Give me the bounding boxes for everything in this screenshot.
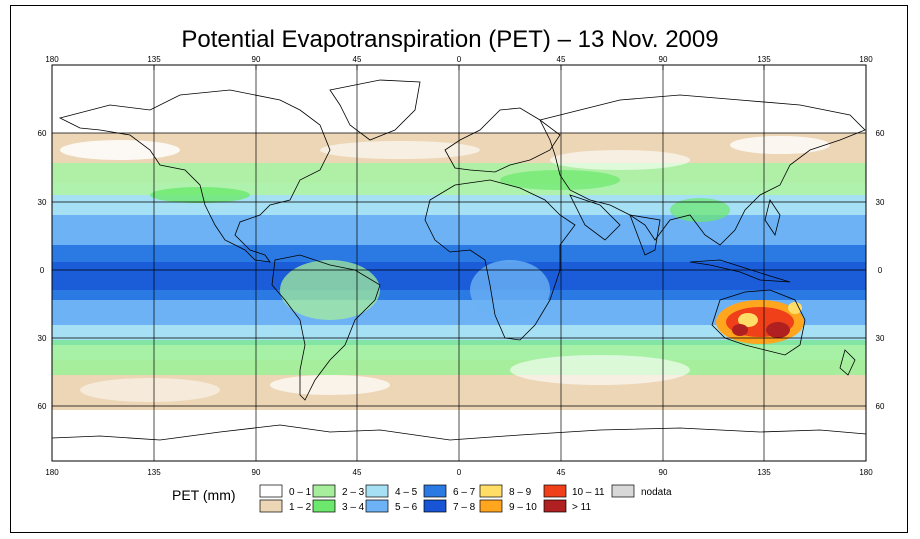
legend-label: 1 – 2 <box>289 502 312 513</box>
map-title: Potential Evapotranspiration (PET) – 13 … <box>181 26 719 53</box>
tick-marks <box>51 65 867 70</box>
right-tick-label: 30 <box>876 334 885 343</box>
legend-swatch <box>312 484 336 498</box>
legend-swatch <box>423 484 447 498</box>
bottom-tick-label: 90 <box>659 468 668 477</box>
top-tick-label: 45 <box>353 55 362 64</box>
top-tick-label: 0 <box>457 55 462 64</box>
legend-label: 7 – 8 <box>453 502 476 513</box>
legend-swatch <box>479 484 503 498</box>
legend-label: 0 – 1 <box>289 487 312 498</box>
top-tick-label: 135 <box>757 55 771 64</box>
legend-swatch <box>365 484 389 498</box>
legend-swatch <box>259 499 283 513</box>
legend-label: 2 – 3 <box>342 487 365 498</box>
bottom-tick-label: 90 <box>252 468 261 477</box>
bottom-tick-label: 135 <box>147 468 161 477</box>
top-tick-label: 90 <box>252 55 261 64</box>
legend-swatch <box>259 484 283 498</box>
left-tick-label: 60 <box>38 402 47 411</box>
legend-label: 4 – 5 <box>395 487 418 498</box>
bottom-tick-label: 135 <box>757 468 771 477</box>
legend-swatch <box>312 499 336 513</box>
right-tick-label: 60 <box>876 129 885 138</box>
bottom-tick-label: 0 <box>457 468 462 477</box>
legend-title: PET (mm) <box>172 487 236 503</box>
graticule <box>52 65 866 461</box>
legend: PET (mm) 0 – 1 1 – 2 2 – 3 3 – 4 4 – 5 5… <box>172 484 672 513</box>
right-tick-label: 0 <box>878 266 883 275</box>
figure-frame <box>10 5 908 533</box>
left-tick-label: 60 <box>38 129 47 138</box>
legend-label: 6 – 7 <box>453 487 476 498</box>
right-tick-label: 60 <box>876 402 885 411</box>
top-tick-label: 135 <box>147 55 161 64</box>
top-tick-label: 180 <box>859 55 873 64</box>
legend-swatch <box>543 484 567 498</box>
legend-label: 10 – 11 <box>572 487 605 498</box>
right-tick-label: 30 <box>876 198 885 207</box>
legend-label: 5 – 6 <box>395 502 418 513</box>
legend-swatch <box>611 484 635 498</box>
legend-label: 9 – 10 <box>509 502 537 513</box>
legend-swatch <box>365 499 389 513</box>
bottom-tick-label: 45 <box>353 468 362 477</box>
legend-swatch <box>423 499 447 513</box>
legend-swatch <box>543 499 567 513</box>
legend-swatch <box>479 499 503 513</box>
top-tick-label: 90 <box>659 55 668 64</box>
bottom-tick-label: 180 <box>45 468 59 477</box>
left-tick-label: 0 <box>40 266 45 275</box>
left-tick-label: 30 <box>38 198 47 207</box>
legend-label: > 11 <box>572 502 591 513</box>
legend-label: 8 – 9 <box>509 487 532 498</box>
legend-label: nodata <box>641 487 672 498</box>
bottom-tick-label: 45 <box>557 468 566 477</box>
bottom-tick-label: 180 <box>859 468 873 477</box>
legend-label: 3 – 4 <box>342 502 365 513</box>
top-tick-label: 180 <box>45 55 59 64</box>
coastlines <box>52 79 866 441</box>
top-tick-label: 45 <box>557 55 566 64</box>
left-tick-label: 30 <box>38 334 47 343</box>
